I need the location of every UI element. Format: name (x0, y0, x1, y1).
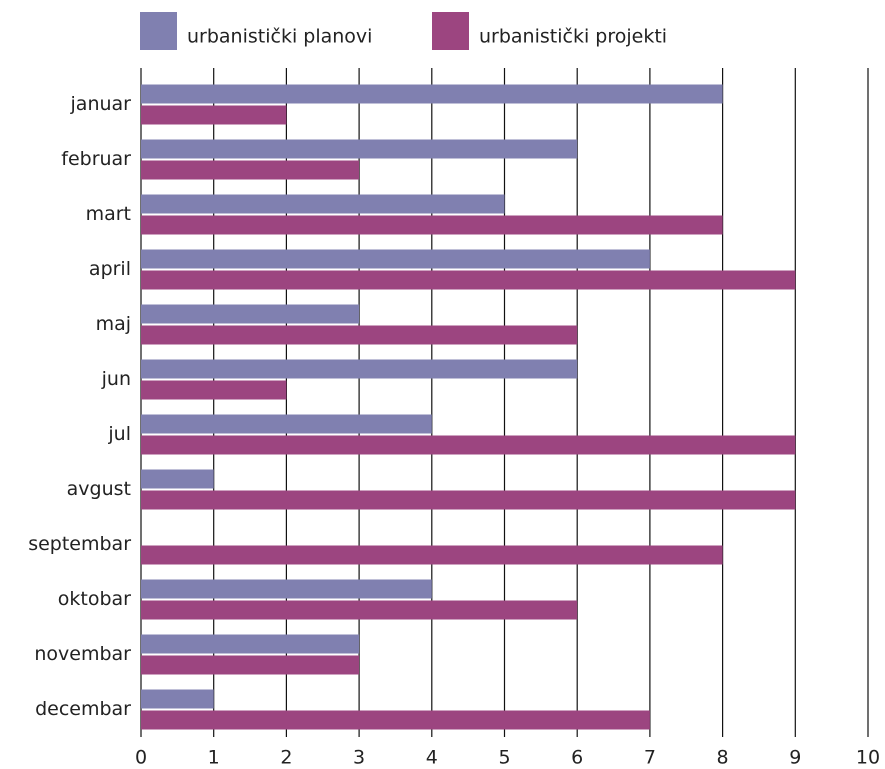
y-tick-label: jun (101, 368, 131, 390)
x-tick-label: 3 (353, 747, 365, 769)
legend-label: urbanistički projekti (479, 26, 667, 48)
y-tick-label: novembar (34, 643, 131, 665)
x-tick-label: 8 (717, 747, 729, 769)
x-tick-label: 2 (280, 747, 292, 769)
legend-label: urbanistički planovi (187, 26, 372, 48)
bar (141, 84, 723, 104)
bar (141, 469, 214, 489)
y-tick-label: april (89, 258, 131, 280)
bar (141, 414, 432, 434)
y-tick-label: mart (86, 203, 131, 225)
bar (141, 380, 287, 400)
x-tick-label: 5 (498, 747, 510, 769)
x-tick-label: 4 (426, 747, 438, 769)
bar (141, 139, 578, 159)
bar (141, 634, 360, 654)
legend-swatch (140, 12, 177, 50)
y-tick-label: oktobar (58, 588, 131, 610)
bar (141, 304, 360, 324)
y-tick-label: januar (70, 93, 132, 115)
bar (141, 160, 360, 180)
x-tick-label: 10 (856, 747, 880, 769)
x-tick-label: 7 (644, 747, 656, 769)
bar (141, 490, 796, 510)
y-tick-label: decembar (35, 698, 131, 720)
bar (141, 710, 650, 730)
x-tick-label: 6 (571, 747, 583, 769)
x-tick-label: 0 (135, 747, 147, 769)
y-tick-label: maj (96, 313, 131, 335)
legend-swatch (432, 12, 469, 50)
bar (141, 325, 578, 345)
x-tick-label: 9 (789, 747, 801, 769)
bar (141, 655, 360, 675)
bar (141, 435, 796, 455)
bar (141, 215, 723, 235)
y-tick-label: septembar (28, 533, 131, 555)
bar (141, 689, 214, 709)
y-tick-label: februar (61, 148, 131, 170)
bar (141, 105, 287, 125)
bar (141, 579, 432, 599)
bar (141, 194, 505, 214)
y-tick-label: avgust (67, 478, 131, 500)
bar (141, 545, 723, 565)
bar (141, 359, 578, 379)
x-tick-label: 1 (208, 747, 220, 769)
bar (141, 270, 796, 290)
bar (141, 600, 578, 620)
bar (141, 249, 650, 269)
y-tick-label: jul (107, 423, 131, 445)
